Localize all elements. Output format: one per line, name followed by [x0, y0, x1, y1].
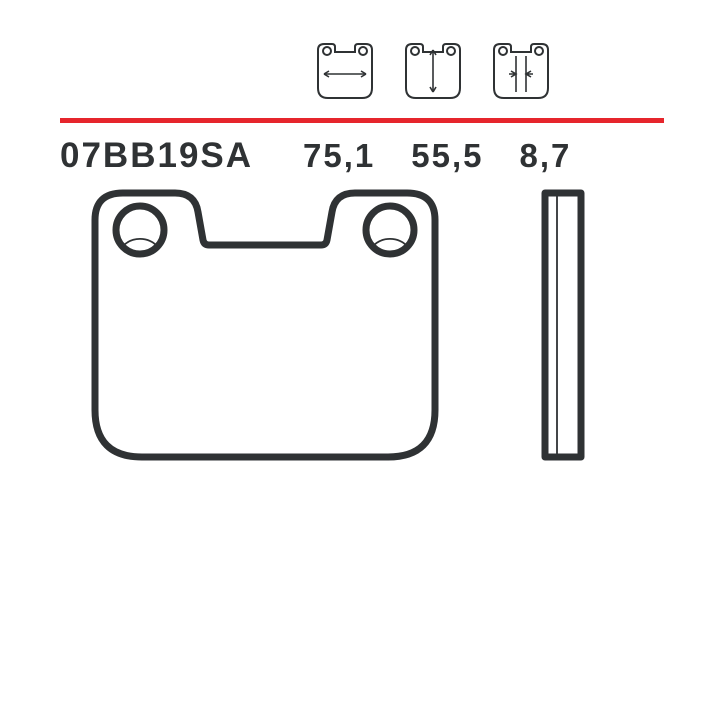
thumb-width-icon — [310, 40, 380, 102]
thumb-thickness-icon — [486, 40, 556, 102]
spec-row: 07BB19SA 75,1 55,5 8,7 — [60, 136, 664, 176]
brake-pad-drawing — [85, 185, 625, 545]
dimension-height: 55,5 — [411, 137, 483, 175]
part-number: 07BB19SA — [60, 136, 253, 176]
pad-side-profile — [545, 193, 581, 457]
dimensions-group: 75,1 55,5 8,7 — [303, 137, 571, 175]
dimension-width: 75,1 — [303, 137, 375, 175]
dimension-thumbnails — [310, 40, 556, 102]
separator-line — [60, 118, 664, 123]
pad-front-face — [95, 193, 435, 457]
dimension-thickness: 8,7 — [520, 137, 572, 175]
thumb-height-icon — [398, 40, 468, 102]
